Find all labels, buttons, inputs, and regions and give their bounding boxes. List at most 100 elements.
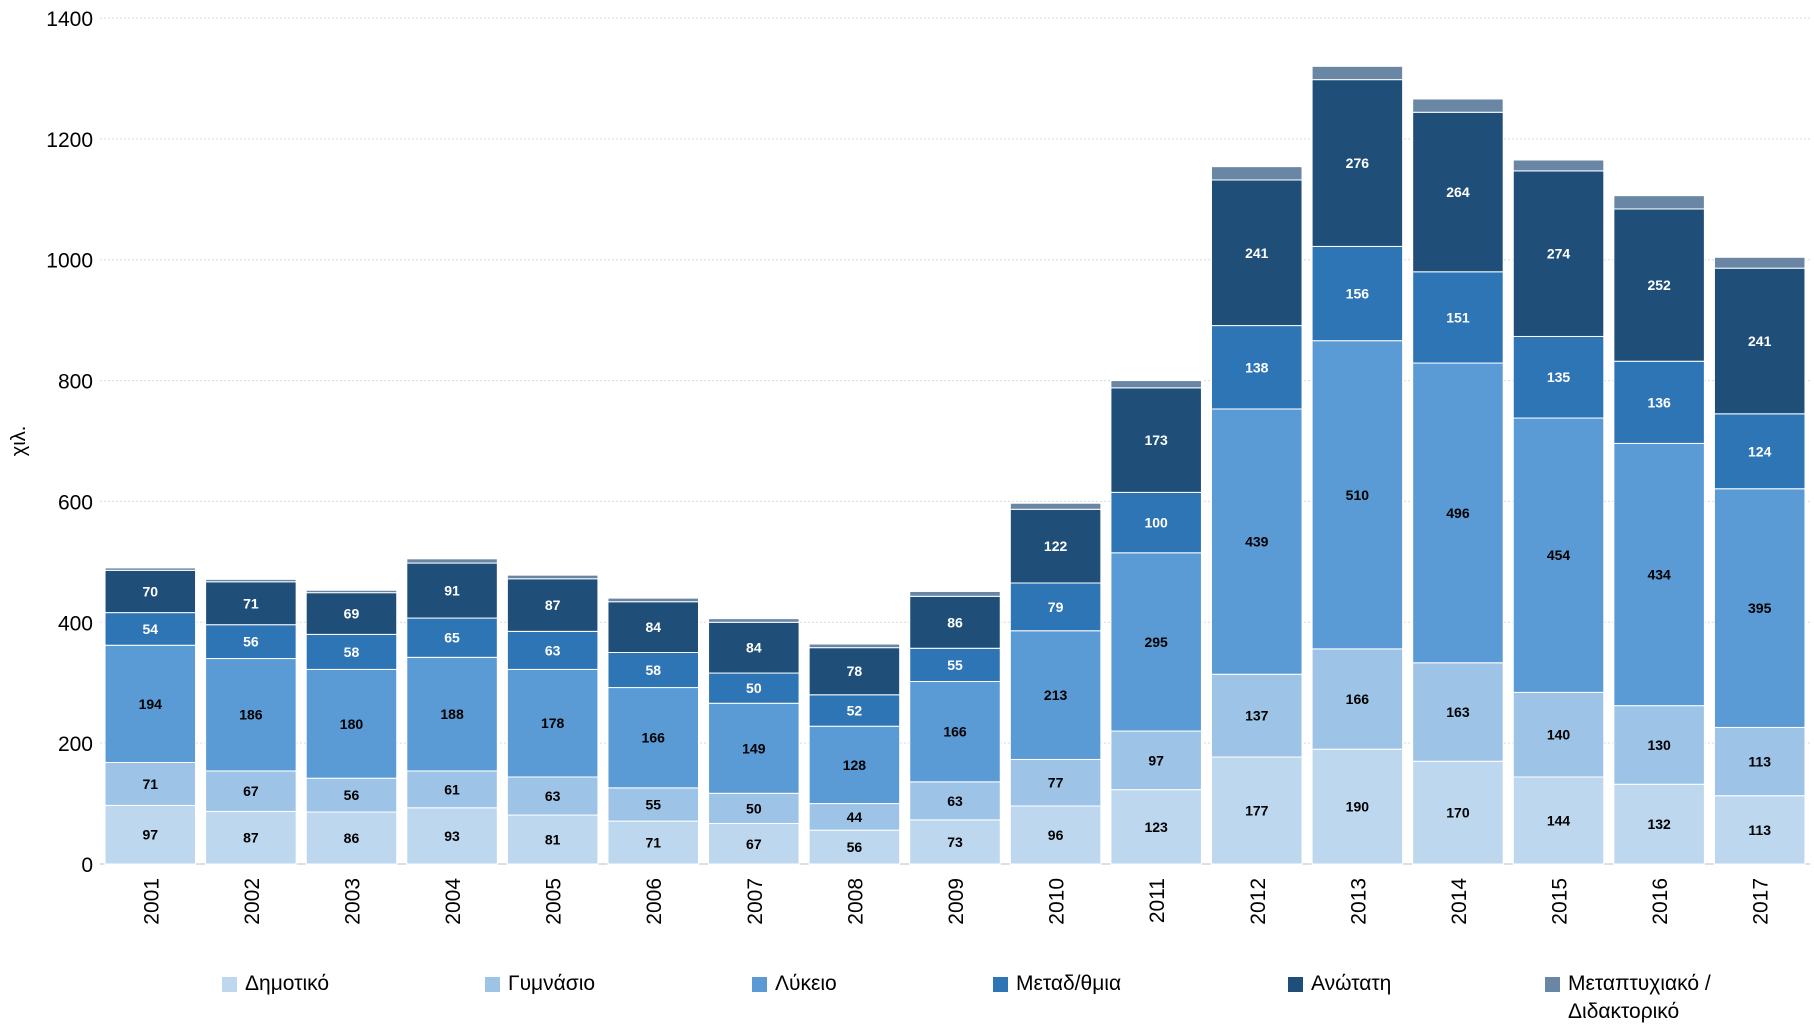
data-label: 67: [746, 836, 762, 852]
data-label: 91: [444, 583, 460, 599]
bar-segment: [1713, 726, 1806, 797]
data-label: 70: [143, 583, 159, 599]
legend-item: Μεταδ/θμια: [993, 970, 1121, 998]
bar-segment: [104, 612, 197, 646]
bar-segment: [1211, 408, 1303, 675]
bar-segment: [305, 811, 398, 865]
bar-segment: [1713, 413, 1806, 490]
legend-label: Μεταδ/θμια: [1016, 972, 1122, 995]
bar-segment: [1512, 776, 1605, 865]
data-label: 151: [1446, 309, 1470, 325]
data-label: 128: [843, 757, 867, 773]
bar-segment: [1412, 98, 1504, 113]
bar-segment: [506, 668, 599, 778]
bar-segment: [708, 823, 800, 865]
bar-segment: [205, 624, 297, 660]
data-label: 166: [943, 724, 967, 740]
data-label: 170: [1446, 805, 1470, 821]
bar-segment: [1512, 335, 1605, 419]
data-label: 138: [1245, 359, 1269, 375]
x-tick-label: 2010: [1046, 878, 1069, 925]
bar-segment: [205, 578, 297, 583]
data-label: 177: [1245, 803, 1269, 819]
bar-segment: [708, 702, 800, 794]
data-label: 173: [1144, 432, 1168, 448]
data-label: 58: [344, 644, 360, 660]
bar-segment: [1110, 730, 1202, 791]
data-label: 81: [545, 832, 561, 848]
data-label: 86: [344, 830, 360, 846]
data-label: 180: [340, 716, 364, 732]
data-label: 56: [344, 787, 360, 803]
bar-segment: [1512, 170, 1605, 337]
bar-segment: [1412, 362, 1504, 664]
data-label: 50: [746, 800, 762, 816]
data-label: 149: [742, 740, 766, 756]
y-tick-label: 1000: [46, 250, 93, 273]
x-tick-label: 2013: [1347, 878, 1370, 925]
bar-segment: [1110, 552, 1202, 732]
bar-segment: [708, 792, 800, 825]
x-tick-label: 2005: [543, 878, 566, 925]
bar-segment: [205, 581, 297, 626]
bar-segment: [506, 574, 599, 580]
data-label: 52: [847, 703, 863, 719]
x-tick-label: 2017: [1750, 878, 1773, 925]
bar-segment: [607, 787, 699, 822]
data-label: 124: [1748, 443, 1772, 459]
bar-segment: [808, 643, 901, 649]
data-label: 113: [1748, 822, 1771, 838]
data-label: 93: [444, 828, 460, 844]
bar-segment: [1110, 789, 1202, 865]
data-label: 132: [1647, 816, 1671, 832]
data-label: 71: [143, 776, 159, 792]
bar-segment: [406, 656, 498, 772]
data-label: 194: [139, 696, 163, 712]
data-label: 63: [947, 793, 963, 809]
legend-label: Μεταπτυχιακό / Διδακτορικό: [1568, 972, 1711, 1023]
data-label: 136: [1647, 394, 1671, 410]
bar-segment: [104, 567, 197, 571]
data-label: 166: [642, 730, 666, 746]
data-label: 213: [1044, 687, 1068, 703]
data-label: 190: [1346, 799, 1370, 815]
bar-segment: [1512, 691, 1605, 778]
bar-segment: [1311, 245, 1404, 342]
bar-segment: [1311, 748, 1404, 865]
bar-segment: [1311, 648, 1404, 750]
bar-segment: [406, 770, 498, 809]
data-label: 100: [1144, 515, 1168, 531]
x-tick-label: 2003: [341, 878, 364, 925]
bar-segment: [607, 601, 699, 653]
legend-swatch: [1288, 977, 1303, 992]
legend-item: Γυμνάσιο: [485, 970, 595, 998]
data-label: 96: [1048, 827, 1064, 843]
bar-segment: [1009, 502, 1102, 510]
bar-segment: [808, 647, 901, 696]
bar-segment: [909, 595, 1001, 649]
bar-segment: [1412, 111, 1504, 273]
bar-segment: [1211, 673, 1303, 758]
bar-segment: [104, 804, 197, 865]
x-tick-label: 2016: [1649, 878, 1672, 925]
bar-segment: [607, 687, 699, 789]
data-label: 56: [847, 839, 863, 855]
bar-segment: [909, 590, 1001, 597]
data-label: 87: [243, 830, 259, 846]
bar-segment: [1311, 79, 1404, 247]
data-label: 79: [1048, 599, 1064, 615]
legend-label: Λύκειο: [775, 972, 837, 995]
y-tick-label: 600: [58, 491, 93, 514]
legend-label: Δημοτικό: [245, 972, 330, 995]
data-label: 295: [1144, 634, 1168, 650]
legend-item: Μεταπτυχιακό / Διδακτορικό: [1545, 970, 1711, 1026]
bar-segment: [506, 814, 599, 865]
bar-segment: [1713, 795, 1806, 865]
data-label: 58: [645, 662, 661, 678]
data-label: 123: [1144, 819, 1168, 835]
bar-segment: [1412, 662, 1504, 762]
bar-segment: [1009, 582, 1102, 632]
data-label: 65: [444, 630, 460, 646]
data-label: 122: [1044, 538, 1068, 554]
x-tick-label: 2015: [1549, 878, 1572, 925]
